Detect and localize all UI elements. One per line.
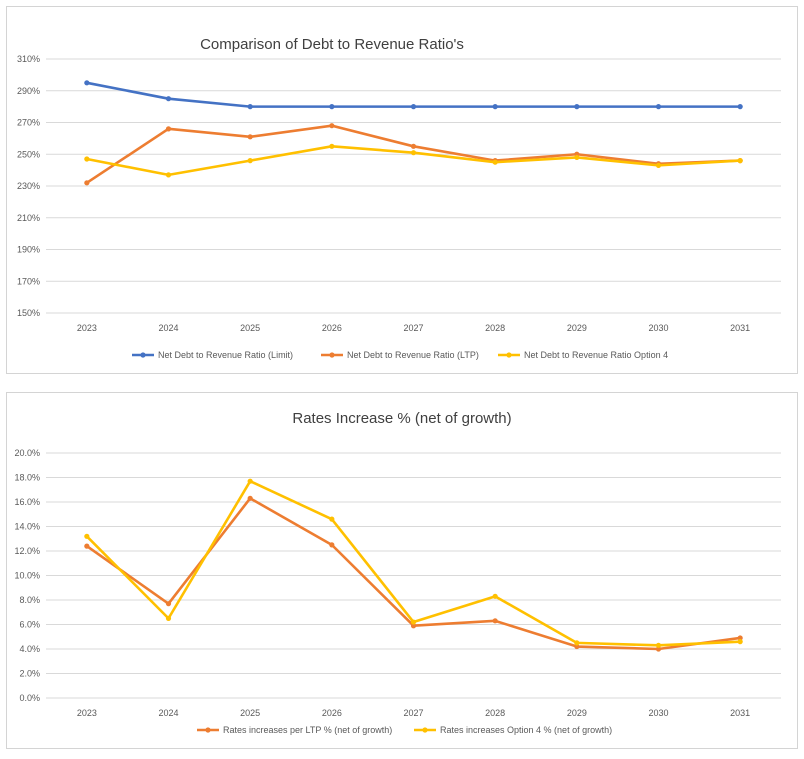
data-point <box>410 143 417 149</box>
x-tick-label: 2023 <box>77 708 97 718</box>
legend-label: Rates increases Option 4 % (net of growt… <box>440 725 612 735</box>
data-point <box>574 643 580 650</box>
y-tick-label: 16.0% <box>14 497 40 507</box>
x-tick-label: 2027 <box>403 323 423 333</box>
y-tick-label: 8.0% <box>19 595 40 605</box>
legend-marker <box>329 352 335 358</box>
x-tick-label: 2026 <box>322 708 342 718</box>
y-tick-label: 250% <box>17 149 40 159</box>
x-tick-label: 2024 <box>158 323 178 333</box>
data-point <box>574 640 580 646</box>
data-point <box>410 623 417 629</box>
data-point <box>737 639 743 645</box>
y-tick-label: 150% <box>17 308 40 318</box>
data-point <box>247 104 253 110</box>
data-point <box>329 542 335 548</box>
x-tick-label: 2024 <box>158 708 178 718</box>
data-point <box>492 104 498 110</box>
legend-marker <box>506 352 512 358</box>
data-point <box>737 158 743 164</box>
chart-title: Rates Increase % (net of growth) <box>292 410 511 427</box>
data-point <box>492 593 498 599</box>
legend-label: Net Debt to Revenue Ratio (LTP) <box>347 350 479 360</box>
y-tick-label: 18.0% <box>14 473 40 483</box>
debt-ratio-chart: Comparison of Debt to Revenue Ratio's 150… <box>17 36 781 360</box>
data-point <box>329 104 335 110</box>
data-point <box>165 172 172 178</box>
y-tick-label: 12.0% <box>14 546 40 556</box>
y-tick-label: 190% <box>17 245 40 255</box>
y-tick-label: 170% <box>17 276 40 286</box>
x-tick-label: 2027 <box>403 708 423 718</box>
rates-increase-chart: Rates Increase % (net of growth) 0.0% 2.0%… <box>14 410 781 735</box>
y-tick-label: 0.0% <box>19 693 40 703</box>
x-tick-label: 2029 <box>567 323 587 333</box>
data-point <box>492 159 498 165</box>
data-point <box>247 134 253 140</box>
legend-label: Net Debt to Revenue Ratio Option 4 <box>524 350 668 360</box>
data-point <box>574 154 580 161</box>
y-tick-label: 270% <box>17 118 40 128</box>
data-point <box>492 618 498 624</box>
data-point <box>329 516 335 522</box>
data-point <box>165 601 172 607</box>
data-point <box>737 104 743 110</box>
data-point <box>84 180 90 186</box>
data-point <box>737 635 743 641</box>
data-point <box>655 104 662 110</box>
data-point <box>84 80 90 86</box>
data-point <box>410 150 417 156</box>
data-point <box>329 123 335 129</box>
legend-label: Rates increases per LTP % (net of growth… <box>223 725 392 735</box>
data-point <box>247 158 253 164</box>
data-point <box>84 156 90 162</box>
x-tick-label: 2029 <box>567 708 587 718</box>
data-point <box>84 533 90 539</box>
legend-marker <box>205 727 211 733</box>
data-point <box>165 96 172 102</box>
x-tick-label: 2028 <box>485 323 505 333</box>
y-tick-label: 2.0% <box>19 669 40 679</box>
data-point <box>655 162 662 168</box>
y-tick-label: 310% <box>17 54 40 64</box>
data-point <box>574 104 580 110</box>
data-point <box>655 646 662 652</box>
data-point <box>84 543 90 549</box>
y-tick-label: 20.0% <box>14 448 40 458</box>
y-tick-label: 14.0% <box>14 522 40 532</box>
chart-title: Comparison of Debt to Revenue Ratio's <box>200 36 464 53</box>
legend-label: Net Debt to Revenue Ratio (Limit) <box>158 350 293 360</box>
data-point <box>165 126 172 132</box>
legend-marker <box>422 727 428 733</box>
data-point <box>329 143 335 149</box>
x-tick-label: 2031 <box>730 708 750 718</box>
data-point <box>655 642 662 648</box>
rates-increase-chart-panel: Rates Increase % (net of growth) 0.0% 2.0%… <box>6 392 798 749</box>
y-tick-label: 10.0% <box>14 571 40 581</box>
y-tick-label: 290% <box>17 86 40 96</box>
series-line <box>85 81 742 108</box>
x-tick-label: 2026 <box>322 323 342 333</box>
x-tick-label: 2030 <box>648 708 668 718</box>
x-tick-label: 2028 <box>485 708 505 718</box>
x-tick-label: 2023 <box>77 323 97 333</box>
legend-marker <box>140 352 146 358</box>
y-tick-label: 6.0% <box>19 620 40 630</box>
data-point <box>410 104 417 110</box>
data-point <box>247 495 253 501</box>
x-tick-label: 2025 <box>240 323 260 333</box>
debt-ratio-chart-panel: Comparison of Debt to Revenue Ratio's 150… <box>6 6 798 374</box>
x-tick-label: 2031 <box>730 323 750 333</box>
y-tick-label: 210% <box>17 213 40 223</box>
data-point <box>247 478 253 484</box>
y-tick-label: 4.0% <box>19 644 40 654</box>
x-tick-label: 2030 <box>648 323 668 333</box>
data-point <box>165 615 172 621</box>
y-tick-label: 230% <box>17 181 40 191</box>
data-point <box>410 619 417 625</box>
x-tick-label: 2025 <box>240 708 260 718</box>
